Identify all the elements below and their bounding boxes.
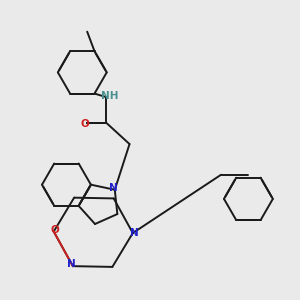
Text: O: O bbox=[51, 224, 60, 235]
Text: N: N bbox=[68, 259, 76, 269]
Text: N: N bbox=[109, 183, 118, 193]
Text: O: O bbox=[80, 119, 89, 129]
Text: NH: NH bbox=[100, 91, 118, 101]
Text: N: N bbox=[130, 228, 139, 238]
